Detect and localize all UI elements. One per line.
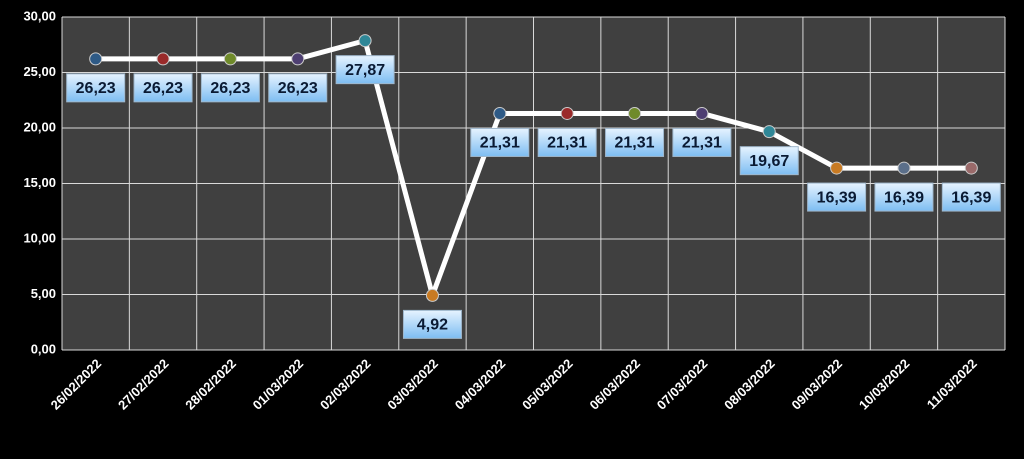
- value-label-box: [335, 55, 395, 85]
- y-tick-label: 30,00: [23, 8, 56, 23]
- value-label-box: [402, 309, 462, 339]
- marker: [830, 161, 844, 175]
- value-label: 19,67: [749, 153, 789, 170]
- value-label-box: [739, 146, 799, 176]
- marker: [964, 161, 978, 175]
- marker: [358, 34, 372, 48]
- value-label: 16,39: [817, 189, 857, 206]
- line: [95, 38, 972, 298]
- value-label-box: [66, 73, 126, 103]
- value-label: 26,23: [278, 80, 318, 97]
- marker: [156, 52, 170, 66]
- value-label: 26,23: [143, 80, 183, 97]
- value-label: 26,23: [76, 80, 116, 97]
- value-label: 21,31: [615, 135, 655, 152]
- value-label-box: [470, 127, 530, 157]
- marker: [560, 106, 574, 120]
- y-tick-label: 0,00: [31, 341, 56, 356]
- value-label: 21,31: [547, 135, 587, 152]
- value-label: 26,23: [210, 80, 250, 97]
- marker: [425, 288, 439, 302]
- marker: [493, 106, 507, 120]
- value-label-box: [605, 127, 665, 157]
- value-label: 4,92: [417, 317, 448, 334]
- value-label-box: [672, 127, 732, 157]
- value-label: 27,87: [345, 62, 385, 79]
- marker: [223, 52, 237, 66]
- value-label: 16,39: [884, 189, 924, 206]
- y-tick-label: 20,00: [23, 119, 56, 134]
- value-label-box: [133, 73, 193, 103]
- marker: [897, 161, 911, 175]
- value-label-box: [874, 182, 934, 212]
- value-label: 21,31: [480, 135, 520, 152]
- marker: [762, 125, 776, 139]
- value-label: 16,39: [951, 189, 991, 206]
- marker: [628, 106, 642, 120]
- value-label-box: [268, 73, 328, 103]
- value-label: 21,31: [682, 135, 722, 152]
- value-label-box: [537, 127, 597, 157]
- y-tick-label: 15,00: [23, 175, 56, 190]
- y-tick-label: 5,00: [31, 286, 56, 301]
- marker: [695, 106, 709, 120]
- y-tick-label: 25,00: [23, 64, 56, 79]
- marker: [291, 52, 305, 66]
- marker: [89, 52, 103, 66]
- value-label-box: [807, 182, 867, 212]
- value-label-box: [941, 182, 1001, 212]
- y-tick-label: 10,00: [23, 230, 56, 245]
- value-label-box: [200, 73, 260, 103]
